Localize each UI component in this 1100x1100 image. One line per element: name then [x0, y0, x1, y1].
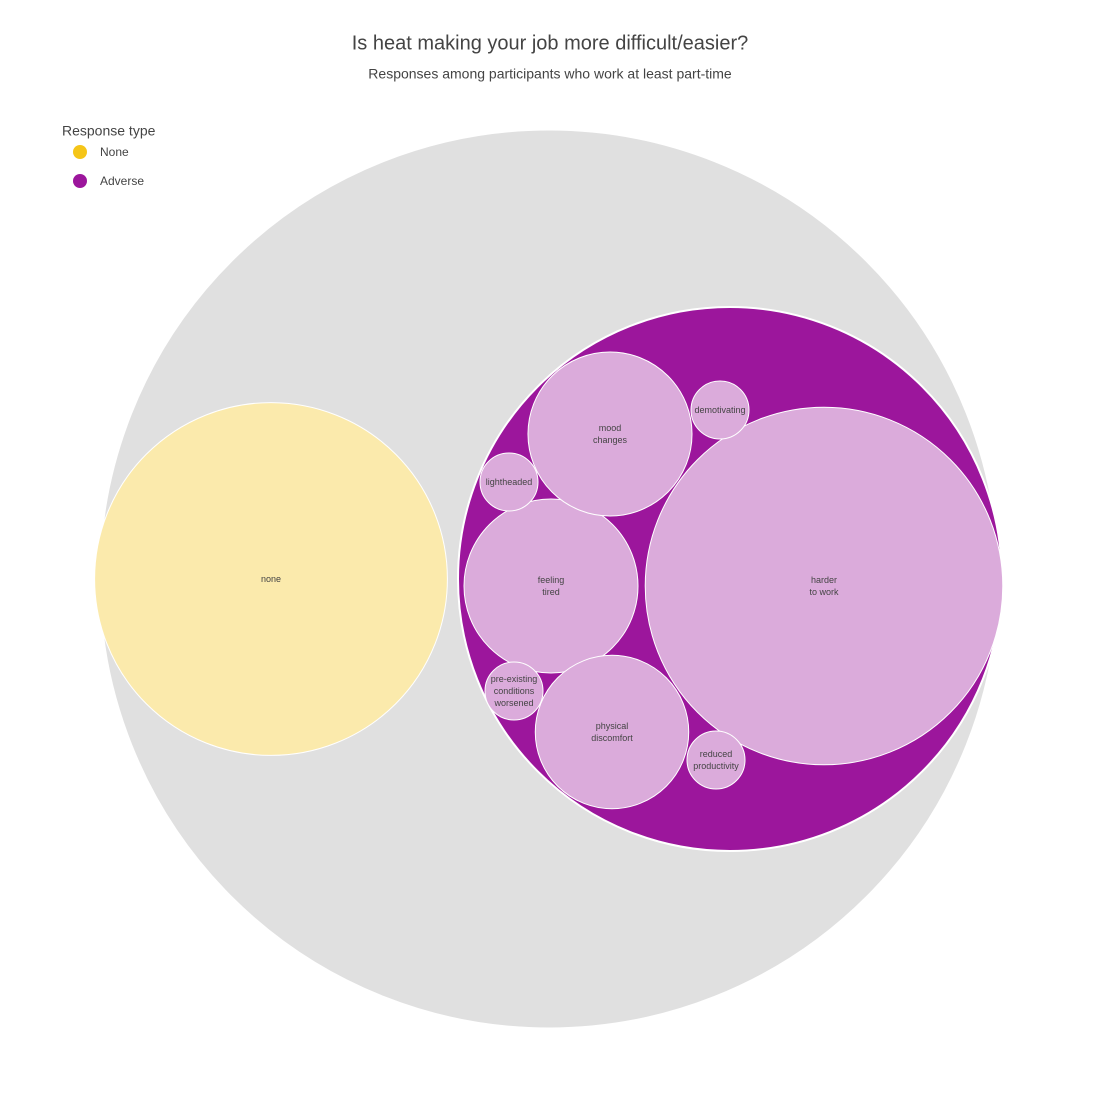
bubble-base — [485, 662, 543, 720]
legend-swatch — [73, 174, 87, 188]
chart-title: Is heat making your job more difficult/e… — [352, 32, 749, 54]
bubble-label: lightheaded — [485, 477, 533, 487]
bubble-base — [645, 407, 1003, 765]
legend-title: Response type — [62, 123, 156, 139]
bubble — [463, 498, 639, 674]
bubble-label: physical discomfort — [591, 721, 633, 743]
bubble-base — [464, 499, 638, 673]
bubble-base — [691, 381, 749, 439]
bubble — [484, 661, 544, 721]
bubble-label: feeling tired — [537, 575, 565, 597]
bubble — [644, 406, 1004, 766]
bubble-label: pre-existing conditions worsened — [490, 674, 538, 708]
legend-label[interactable]: Adverse — [100, 174, 144, 188]
bubble-label: reduced productivity — [693, 749, 739, 771]
bubble — [94, 402, 448, 756]
bubble-base — [94, 402, 448, 756]
bubble-label: harder to work — [809, 575, 839, 597]
bubble-label: none — [260, 574, 282, 584]
bubble — [479, 452, 539, 512]
chart-subtitle: Responses among participants who work at… — [368, 66, 732, 82]
bubble — [690, 380, 750, 440]
bubble-base — [527, 351, 693, 517]
legend-swatch — [73, 145, 87, 159]
bubble-base — [535, 655, 689, 809]
bubble — [527, 351, 693, 517]
legend-label[interactable]: None — [100, 145, 129, 159]
bubble-label: mood changes — [592, 423, 628, 445]
bubble-base — [687, 731, 745, 789]
bubble — [686, 730, 746, 790]
bubble — [534, 654, 690, 810]
bubble-label: demotivating — [694, 405, 746, 415]
bubble-base — [480, 453, 538, 511]
